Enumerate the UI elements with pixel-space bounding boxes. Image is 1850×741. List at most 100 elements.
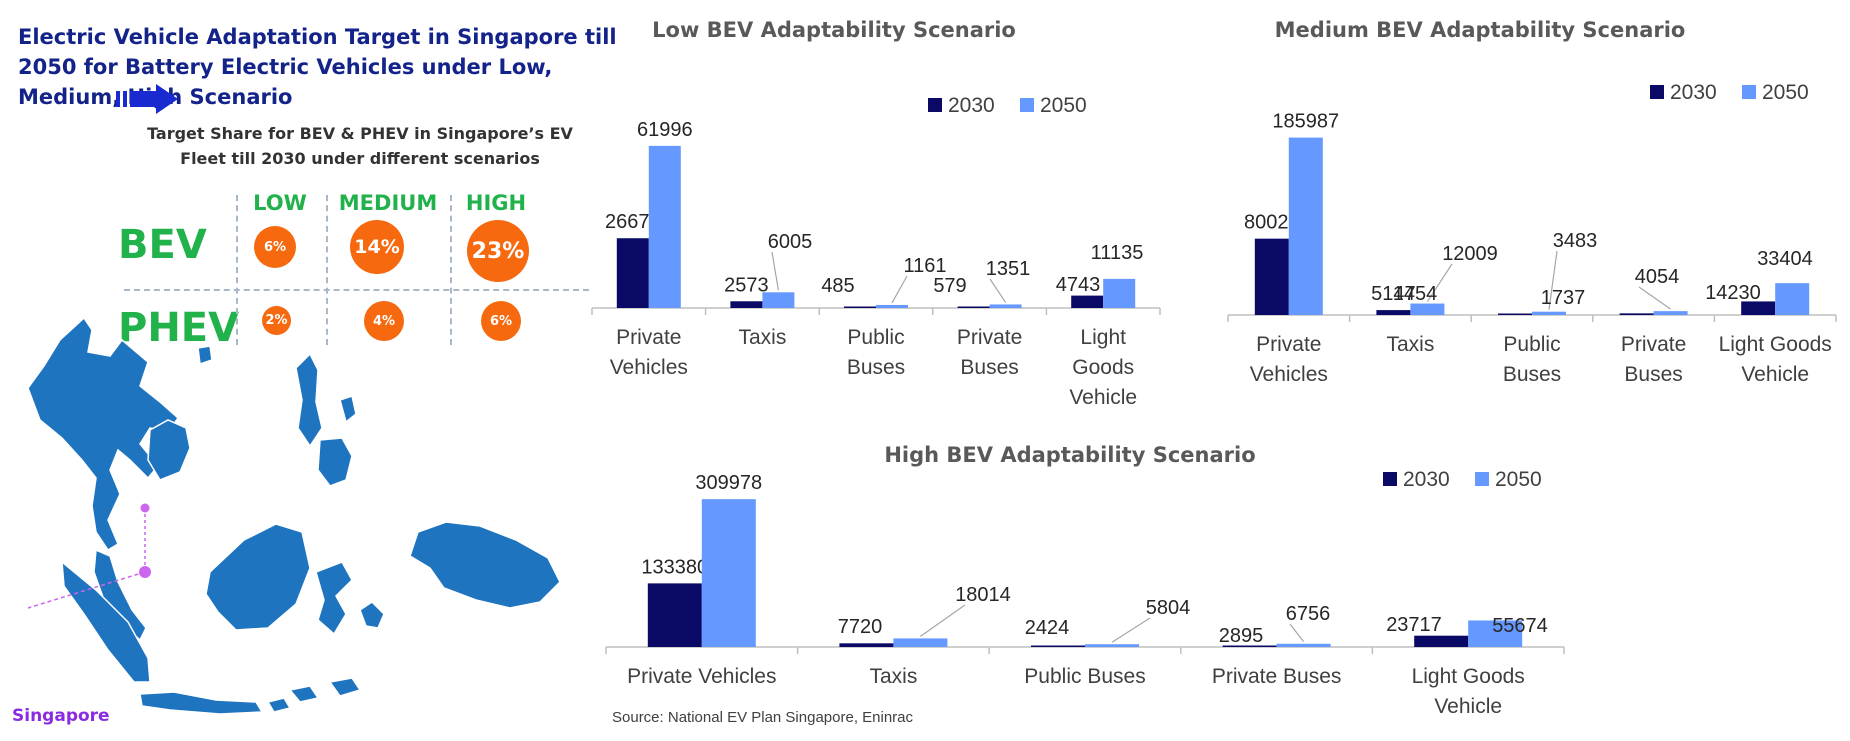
category-label: Private xyxy=(616,326,681,349)
bar-2050-1 xyxy=(762,292,795,308)
data-label: 3483 xyxy=(1553,230,1598,252)
data-label: 1737 xyxy=(1541,287,1586,309)
scenario-medium-header: MEDIUM xyxy=(338,191,438,215)
data-label: 185987 xyxy=(1272,111,1339,133)
data-label-leader xyxy=(989,278,1007,303)
data-label: 1351 xyxy=(986,258,1031,280)
bar-2030-1 xyxy=(730,301,763,308)
source-note: Source: National EV Plan Singapore, Enin… xyxy=(612,709,914,726)
data-label: 12009 xyxy=(1442,243,1498,265)
bar-2030-2 xyxy=(1031,645,1085,647)
bar-2030-0 xyxy=(616,238,649,308)
category-label: Buses xyxy=(1624,363,1682,386)
bar-2030-4 xyxy=(1414,635,1469,647)
data-label: 33404 xyxy=(1757,248,1813,270)
data-label-leader xyxy=(771,251,779,291)
data-label: 7720 xyxy=(838,616,883,638)
scenario-high-header: HIGH xyxy=(465,191,527,215)
data-label: 6756 xyxy=(1286,603,1331,625)
legend-swatch-2030 xyxy=(1383,472,1397,486)
bev-medium-bubble: 14% xyxy=(350,220,404,274)
data-label: 11135 xyxy=(1091,242,1144,264)
data-label: 133380 xyxy=(641,556,708,578)
bar-2030-3 xyxy=(957,306,990,308)
data-label: 2424 xyxy=(1025,617,1070,639)
main-title: Electric Vehicle Adaptation Target in Si… xyxy=(18,25,617,109)
legend-swatch-2050 xyxy=(1020,98,1034,112)
target-share-title: Target Share for BEV & PHEV in Singapore… xyxy=(147,124,573,168)
data-label: 309978 xyxy=(695,472,762,494)
grid-divider xyxy=(236,195,238,345)
data-label: 4054 xyxy=(1635,266,1680,288)
bar-2050-1 xyxy=(1410,303,1445,315)
bar-2030-1 xyxy=(839,643,894,647)
data-label: 5147 xyxy=(1371,283,1416,305)
category-label: Taxis xyxy=(738,326,786,349)
data-label: 61996 xyxy=(637,119,693,141)
bar-2050-2 xyxy=(876,304,908,308)
bar-2050-3 xyxy=(989,304,1022,308)
phev-high-bubble: 6% xyxy=(481,301,521,341)
data-label: 4743 xyxy=(1056,274,1101,296)
category-label: Taxis xyxy=(1386,333,1434,356)
bar-2030-1 xyxy=(1376,310,1411,315)
category-label: Public Buses xyxy=(1024,665,1145,688)
category-label: Buses xyxy=(960,356,1018,379)
category-label: Private Buses xyxy=(1212,665,1342,688)
data-label-leader xyxy=(1111,617,1151,643)
category-label: Taxis xyxy=(869,665,917,688)
legend-label-2030: 2030 xyxy=(948,94,995,117)
bar-2050-0 xyxy=(701,499,756,647)
bar-2030-0 xyxy=(1254,238,1289,315)
bar-2030-4 xyxy=(1741,301,1776,315)
category-label: Buses xyxy=(1503,363,1561,386)
legend-swatch-2030 xyxy=(928,98,942,112)
chart-title-high: High BEV Adaptability Scenario xyxy=(884,443,1256,467)
bar-2030-3 xyxy=(1619,313,1654,315)
legend-label-2050: 2050 xyxy=(1762,81,1809,104)
bev-high-bubble: 23% xyxy=(467,220,529,282)
phev-row-label: PHEV xyxy=(118,305,240,351)
data-label-leader xyxy=(1638,286,1671,310)
data-label-leader xyxy=(1289,623,1305,643)
southeast-asia-map xyxy=(27,316,561,715)
bar-2030-0 xyxy=(647,583,702,647)
category-label: Vehicle xyxy=(1434,695,1502,718)
bar-2030-3 xyxy=(1222,645,1277,647)
data-label: 1454 xyxy=(1393,283,1438,305)
data-label: 55674 xyxy=(1492,615,1548,637)
grid-divider xyxy=(124,289,589,291)
legend-swatch-2030 xyxy=(1650,85,1664,99)
bar-2030-2 xyxy=(844,306,876,308)
category-label: Vehicles xyxy=(1250,363,1328,386)
data-label: 2573 xyxy=(724,274,769,296)
arrow-right-icon xyxy=(116,84,178,114)
scenario-low-header: LOW xyxy=(253,191,307,215)
data-label-leader xyxy=(1426,263,1453,302)
singapore-marker xyxy=(27,502,151,609)
phev-medium-bubble: 4% xyxy=(364,301,404,341)
data-label: 14230 xyxy=(1705,282,1761,304)
data-label-leader xyxy=(920,604,966,637)
chart-title-low: Low BEV Adaptability Scenario xyxy=(652,18,1016,42)
bar-2050-4 xyxy=(1775,283,1810,315)
grid-divider xyxy=(326,195,328,345)
data-label: 579 xyxy=(933,275,966,297)
category-label: Private Vehicles xyxy=(627,665,776,688)
category-label: Goods xyxy=(1072,356,1134,379)
bev-row-label: BEV xyxy=(118,222,207,268)
category-label: Buses xyxy=(847,356,905,379)
category-label: Vehicles xyxy=(610,356,688,379)
bar-2050-0 xyxy=(648,145,681,308)
category-label: Vehicle xyxy=(1741,363,1809,386)
legend-label-2030: 2030 xyxy=(1403,468,1450,491)
singapore-label: Singapore xyxy=(12,706,110,726)
legend-swatch-2050 xyxy=(1475,472,1489,486)
bev-low-bubble: 6% xyxy=(254,226,296,268)
legend-swatch-2050 xyxy=(1742,85,1756,99)
category-label: Light Goods xyxy=(1412,665,1525,688)
data-label-leader xyxy=(891,275,908,304)
data-label: 18014 xyxy=(955,584,1011,606)
